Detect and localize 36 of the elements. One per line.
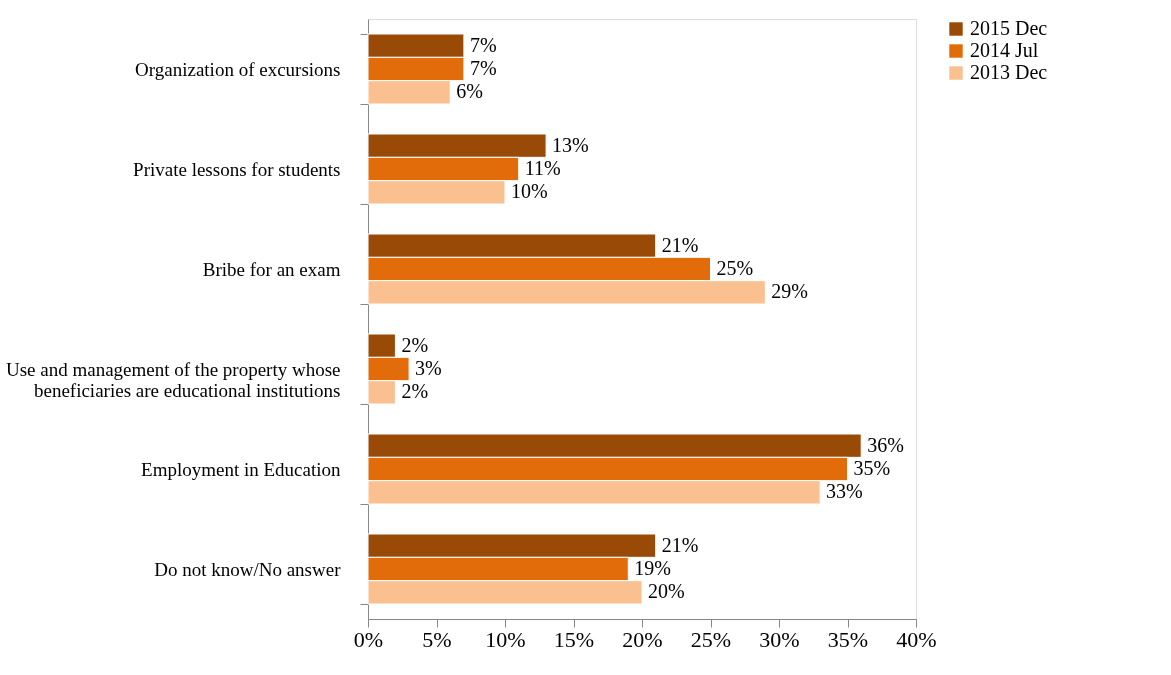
- data-label: 2%: [401, 333, 429, 356]
- data-label: 3%: [415, 357, 442, 379]
- data-label: 6%: [456, 80, 483, 103]
- y-tick-label: Bribe for an exam: [202, 258, 341, 280]
- data-label: 20%: [648, 580, 685, 603]
- x-tick-label: 35%: [827, 626, 869, 652]
- data-label: 25%: [716, 257, 754, 279]
- data-label: 11%: [524, 157, 561, 179]
- legend-label: 2015 Dec: [970, 17, 1048, 39]
- data-label: 33%: [826, 480, 863, 503]
- x-tick-label: 0%: [353, 626, 384, 652]
- y-tick-label: Organization of excursions: [135, 58, 341, 80]
- x-tick-label: 40%: [896, 626, 937, 652]
- data-label: 2%: [401, 380, 429, 403]
- y-tick-label: Do not know/No answer: [154, 558, 342, 580]
- data-label: 10%: [511, 180, 548, 203]
- x-tick-label: 15%: [553, 626, 595, 652]
- x-tick-label: 5%: [422, 626, 452, 652]
- data-label: 36%: [867, 433, 904, 456]
- data-label: 35%: [853, 457, 891, 479]
- legend-label: 2014 Jul: [970, 39, 1039, 61]
- x-tick-label: 25%: [690, 626, 732, 652]
- data-label: 19%: [634, 557, 671, 579]
- data-label: 21%: [661, 233, 699, 256]
- legend-label: 2013 Dec: [970, 61, 1048, 83]
- y-tick-label: Employment in Education: [141, 458, 341, 480]
- data-label: 29%: [771, 280, 808, 303]
- y-tick-label: Private lessons for students: [133, 158, 341, 180]
- x-tick-label: 30%: [759, 626, 800, 652]
- data-label: 7%: [469, 33, 497, 56]
- x-tick-label: 10%: [485, 626, 526, 652]
- data-label: 21%: [661, 533, 699, 556]
- x-tick-label: 20%: [622, 626, 663, 652]
- data-label: 7%: [469, 57, 497, 79]
- data-label: 13%: [552, 133, 589, 156]
- y-tick-label: Use and management of the property whose beneficiaries are educational institutions: [5, 358, 341, 401]
